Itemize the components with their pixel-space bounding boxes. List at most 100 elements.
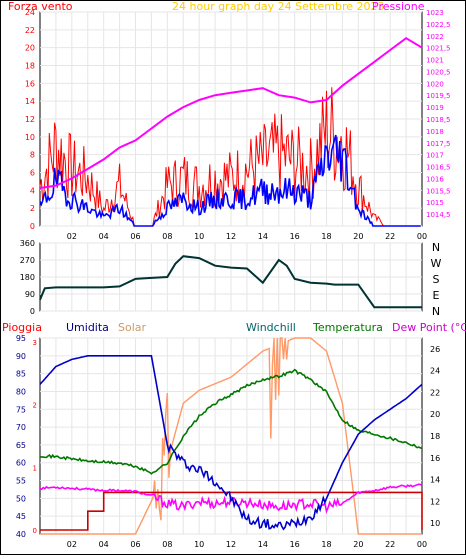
- wind-y-tick-label: 22: [25, 26, 35, 35]
- x-tick-label: 00: [417, 540, 427, 549]
- pressure-y-tick-label: 1023: [426, 9, 444, 17]
- humidity-y-tick-label: 80: [16, 387, 26, 396]
- x-tick-label: 12: [226, 540, 236, 549]
- wind-y-tick-label: 12: [25, 115, 35, 124]
- humidity-y-tick-label: 75: [16, 405, 26, 414]
- pressure-series: [39, 36, 423, 189]
- temperature-y-tick-label: 20: [430, 410, 440, 419]
- rain-y-tick-label: 1: [33, 464, 37, 472]
- compass-label: S: [433, 273, 440, 286]
- x-tick-label: 22: [385, 540, 395, 549]
- x-tick-label: 08: [162, 232, 172, 241]
- wind-y-tick-label: 6: [30, 169, 35, 178]
- pressure-y-tick-label: 1017: [426, 152, 444, 160]
- temperature-y-tick-label: 16: [430, 454, 440, 463]
- x-tick-label: 22: [385, 232, 395, 241]
- humidity-y-tick-label: 70: [16, 423, 26, 432]
- center-title: 24 hour graph day 24 Settembre 2023: [172, 0, 385, 13]
- compass-label: N: [432, 241, 440, 254]
- x-tick-label: 08: [162, 540, 172, 549]
- rain-y-tick-label: 0: [33, 527, 37, 535]
- humidity-y-tick-label: 45: [16, 512, 26, 521]
- pressure-y-tick-label: 1018,5: [426, 116, 451, 124]
- pressure-y-tick-label: 1015,5: [426, 187, 451, 195]
- legend-temperature: Temperatura: [312, 321, 383, 334]
- pressure-title: Pressione: [372, 0, 425, 13]
- temperature-y-tick-label: 22: [430, 388, 440, 397]
- temperature-y-tick-label: 18: [430, 432, 440, 441]
- pressure-y-tick-label: 1014,5: [426, 211, 451, 219]
- wind-y-tick-label: 16: [25, 79, 35, 88]
- x-tick-label: 00: [417, 232, 427, 241]
- direction-y-tick-label: 360: [20, 239, 35, 248]
- x-tick-label: 14: [258, 540, 268, 549]
- legend-rain: Pioggia: [2, 321, 42, 334]
- x-tick-label: 06: [130, 232, 140, 241]
- x-tick-label: 18: [321, 540, 331, 549]
- wind-y-tick-label: 10: [25, 133, 35, 142]
- rain-y-tick-label: 3: [33, 339, 37, 347]
- x-tick-label: 04: [99, 232, 109, 241]
- legend-humidity: Umidita: [66, 321, 109, 334]
- pressure-y-tick-label: 1017,5: [426, 140, 451, 148]
- x-tick-label: 02: [67, 540, 77, 549]
- pressure-y-tick-label: 1021,5: [426, 45, 451, 53]
- humidity-y-tick-label: 85: [16, 370, 26, 379]
- wind-average-series: [39, 134, 421, 227]
- wind-y-tick-label: 14: [25, 97, 35, 106]
- legend-solar: Solar: [118, 321, 147, 334]
- pressure-y-tick-label: 1015: [426, 199, 444, 207]
- temperature-y-tick-label: 14: [430, 476, 440, 485]
- x-tick-label: 18: [321, 232, 331, 241]
- x-tick-label: 10: [194, 232, 204, 241]
- x-tick-label: 06: [130, 540, 140, 549]
- pressure-y-tick-label: 1016,5: [426, 164, 451, 172]
- legend-windchill: Windchill: [246, 321, 296, 334]
- humidity-y-tick-label: 55: [16, 477, 26, 486]
- x-tick-label: 10: [194, 540, 204, 549]
- rain-series: [40, 491, 423, 531]
- temperature-y-tick-label: 26: [430, 345, 440, 354]
- solar-series: [40, 337, 422, 535]
- pressure-y-tick-label: 1022: [426, 33, 444, 41]
- wind-y-tick-label: 4: [30, 186, 35, 195]
- temperature-y-tick-label: 10: [430, 519, 440, 528]
- pressure-y-tick-label: 1019: [426, 104, 444, 112]
- direction-y-tick-label: 180: [20, 273, 35, 282]
- compass-label: E: [433, 289, 440, 302]
- wind-y-tick-label: 24: [25, 8, 35, 17]
- pressure-y-tick-label: 1020,5: [426, 68, 451, 76]
- wind-y-tick-label: 18: [25, 62, 35, 71]
- compass-label: N: [432, 305, 440, 318]
- rain-y-tick-label: 2: [33, 402, 37, 410]
- humidity-y-tick-label: 95: [16, 334, 26, 343]
- wind-title: Forza vento: [8, 0, 73, 13]
- wind-y-tick-label: 2: [30, 204, 35, 213]
- pressure-y-tick-label: 1016: [426, 175, 444, 183]
- pressure-y-tick-label: 1022,5: [426, 21, 451, 29]
- x-tick-label: 14: [258, 232, 268, 241]
- x-tick-label: 16: [290, 232, 300, 241]
- wind-y-tick-label: 0: [30, 222, 35, 231]
- direction-y-tick-label: 0: [30, 307, 35, 316]
- x-tick-label: 16: [290, 540, 300, 549]
- wind-y-tick-label: 20: [25, 44, 35, 53]
- humidity-y-tick-label: 90: [16, 352, 26, 361]
- pressure-y-tick-label: 1021: [426, 57, 444, 65]
- humidity-y-tick-label: 60: [16, 459, 26, 468]
- direction-y-tick-label: 270: [20, 256, 35, 265]
- x-tick-label: 02: [67, 232, 77, 241]
- pressure-y-tick-label: 1019,5: [426, 92, 451, 100]
- humidity-y-tick-label: 65: [16, 441, 26, 450]
- wind-direction-series: [39, 255, 422, 309]
- humidity-series: [39, 355, 423, 531]
- compass-label: W: [431, 257, 442, 270]
- x-tick-label: 20: [353, 540, 363, 549]
- pressure-y-tick-label: 1018: [426, 128, 444, 136]
- temperature-y-tick-label: 24: [430, 367, 440, 376]
- direction-y-tick-label: 90: [25, 290, 35, 299]
- x-tick-label: 04: [99, 540, 109, 549]
- legend-dewpoint: Dew Point (°C): [392, 321, 466, 334]
